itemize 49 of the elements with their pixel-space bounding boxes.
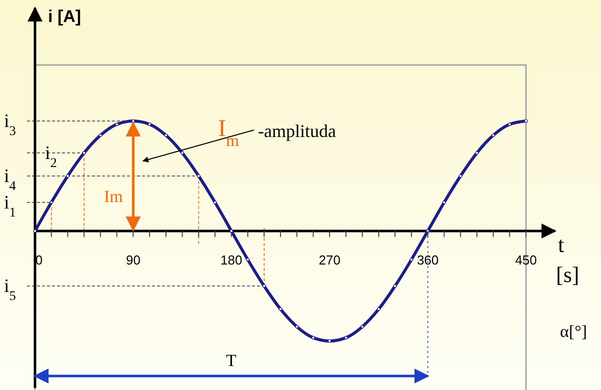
point	[328, 339, 332, 343]
text: α[°]	[560, 322, 588, 341]
point	[230, 229, 234, 233]
point	[148, 122, 152, 126]
point	[180, 151, 184, 155]
text: T	[226, 351, 237, 370]
point	[33, 229, 37, 233]
point	[295, 325, 299, 328]
point	[98, 134, 102, 137]
text: [s]	[556, 262, 580, 287]
annotation: i$_{1}$	[4, 192, 16, 219]
x-tick-label: 360	[416, 252, 439, 268]
annotation: I$_{m}$	[218, 116, 240, 150]
x-tick-label: 180	[220, 252, 242, 268]
point	[377, 307, 380, 311]
point	[312, 336, 315, 340]
point	[66, 174, 70, 178]
x-tick-label: 450	[515, 252, 537, 268]
annotation: i$_{5}$	[4, 276, 16, 302]
point	[262, 284, 266, 288]
point	[524, 119, 528, 123]
x-tick-label: 90	[126, 252, 140, 268]
point	[82, 151, 86, 155]
point	[492, 134, 495, 137]
x-axis-title: t	[558, 232, 564, 257]
annotation: -amplituda	[258, 121, 336, 141]
point	[213, 200, 217, 204]
point	[115, 122, 119, 126]
point	[360, 325, 364, 328]
x-tick-label: 0	[35, 252, 43, 268]
point	[442, 200, 446, 204]
point	[164, 134, 168, 137]
text: i [A]	[48, 7, 82, 26]
point	[278, 307, 282, 311]
point	[196, 174, 200, 178]
point	[410, 258, 414, 262]
annotation: Im	[104, 187, 123, 206]
point	[426, 229, 430, 233]
point	[393, 284, 397, 288]
point	[344, 336, 348, 340]
annotation: i$_{4}$	[4, 166, 16, 192]
point	[50, 200, 54, 204]
point	[475, 151, 479, 155]
point	[132, 119, 135, 123]
x-tick-label: 270	[318, 252, 340, 268]
point	[508, 122, 512, 126]
annotation: i$_{3}$	[4, 111, 16, 138]
point	[458, 174, 462, 178]
point	[246, 258, 250, 262]
